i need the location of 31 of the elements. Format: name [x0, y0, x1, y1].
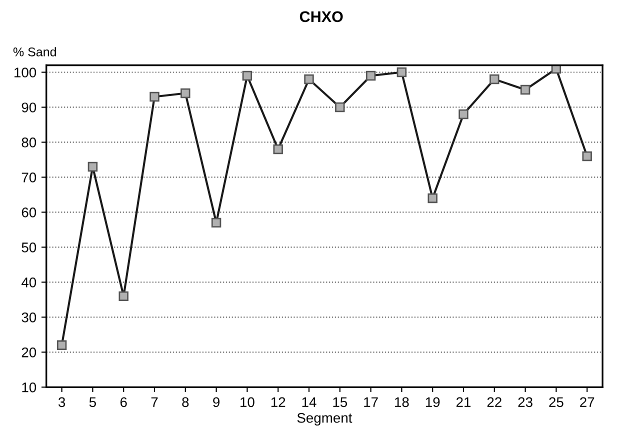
x-tick-label: 14 [302, 397, 316, 407]
y-tick-label: 90 [22, 102, 36, 112]
x-tick-label: 21 [456, 397, 471, 407]
y-tick-label: 40 [22, 278, 36, 288]
x-tick-label: 25 [549, 397, 564, 408]
y-tick-label: 30 [22, 312, 36, 322]
x-tick-label: 18 [395, 397, 409, 408]
y-tick-label: 80 [22, 138, 36, 148]
y-tick-label: 60 [22, 208, 36, 218]
x-tick-label: 12 [271, 397, 286, 407]
y-tick-label: 10 [22, 382, 36, 392]
x-tick-label: 5 [89, 397, 96, 408]
y-tick-label: 70 [22, 172, 36, 182]
chart-title: CHXO [300, 11, 343, 22]
y-axis-title: % Sand [13, 47, 56, 56]
y-tick-label: 100 [14, 68, 36, 78]
x-tick-label: 19 [426, 397, 440, 408]
x-tick-label: 27 [580, 397, 594, 407]
y-tick-label: 50 [22, 242, 36, 252]
y-tick-label: 20 [22, 347, 36, 358]
x-tick-label: 15 [333, 397, 348, 408]
x-tick-label: 10 [240, 397, 254, 408]
x-axis-title: Segment [297, 412, 352, 426]
x-tick-label: 17 [364, 397, 378, 407]
x-tick-label: 9 [213, 397, 220, 408]
x-tick-label: 6 [120, 397, 127, 408]
x-tick-label: 3 [58, 397, 66, 408]
x-tick-label: 22 [487, 397, 502, 407]
x-tick-label: 7 [151, 397, 158, 407]
x-tick-label: 23 [518, 397, 532, 408]
x-tick-label: 8 [182, 397, 189, 408]
